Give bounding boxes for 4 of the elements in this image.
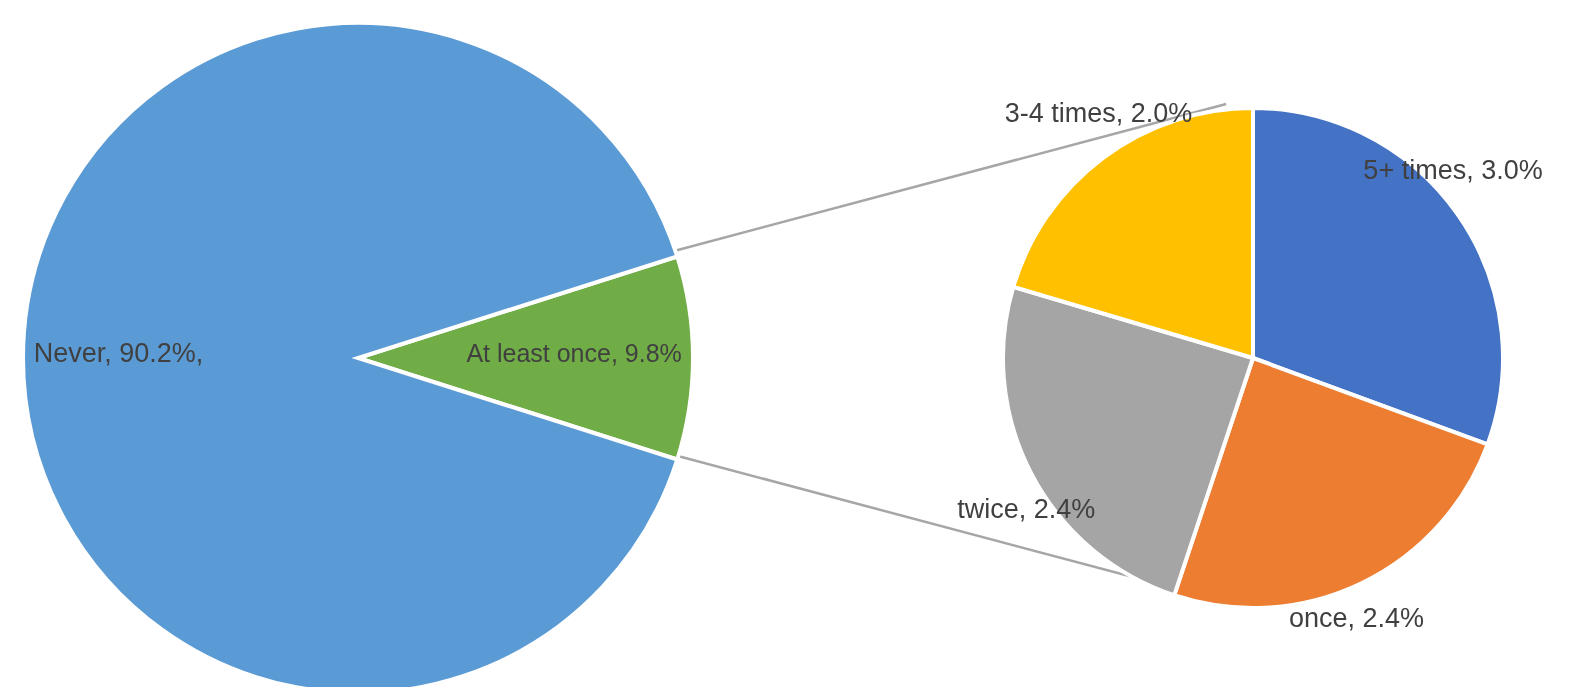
slice-label: At least once, 9.8%: [466, 339, 682, 367]
slice-label: once, 2.4%: [1288, 603, 1425, 634]
slice-label: Never, 90.2%,: [33, 338, 204, 368]
slice-label: 3-4 times, 2.0%: [1004, 97, 1193, 128]
